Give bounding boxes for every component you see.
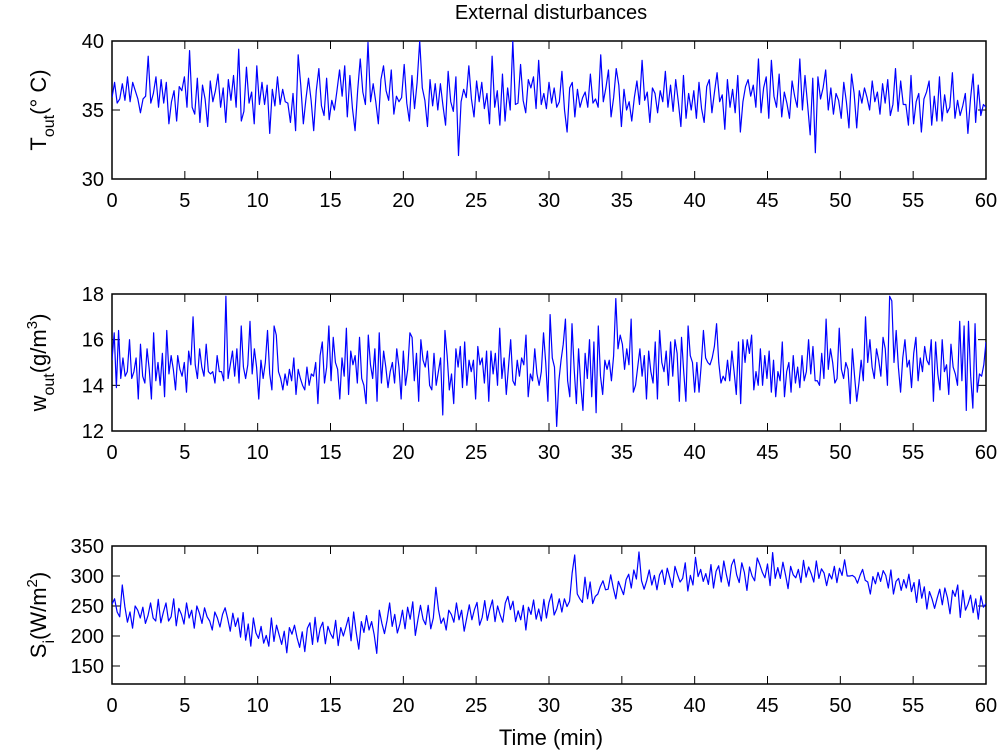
x-tick-label: 50 bbox=[829, 190, 851, 212]
y-tick-label: 350 bbox=[71, 536, 104, 558]
x-tick-label: 40 bbox=[684, 442, 706, 464]
x-tick-label: 0 bbox=[106, 695, 117, 717]
x-tick-label: 60 bbox=[975, 442, 997, 464]
y-tick-label: 35 bbox=[82, 100, 104, 122]
y-tick-label: 200 bbox=[71, 626, 104, 648]
series-line-s-i bbox=[112, 551, 986, 654]
series-line-w-out bbox=[112, 295, 986, 428]
x-tick-label: 50 bbox=[829, 442, 851, 464]
x-tick-label: 10 bbox=[247, 442, 269, 464]
x-tick-label: 5 bbox=[179, 190, 190, 212]
x-tick-label: 10 bbox=[247, 695, 269, 717]
x-tick-label: 30 bbox=[538, 695, 560, 717]
x-tick-label: 40 bbox=[684, 190, 706, 212]
x-tick-label: 55 bbox=[902, 442, 924, 464]
y-tick-label: 250 bbox=[71, 596, 104, 618]
x-tick-label: 25 bbox=[465, 190, 487, 212]
x-tick-label: 20 bbox=[392, 442, 414, 464]
x-tick-label: 20 bbox=[392, 190, 414, 212]
x-tick-label: 0 bbox=[106, 442, 117, 464]
x-tick-label: 40 bbox=[684, 695, 706, 717]
panel-s-i: 0 5 10 15 20 25 30 35 40 45 50 55 60 150 200 250 300 350 S… bbox=[24, 536, 997, 717]
x-tick-label: 45 bbox=[756, 442, 778, 464]
panel-t-out: 0 5 10 15 20 25 30 35 40 45 50 55 60 30 35 40 Tout(° C) bbox=[26, 31, 997, 212]
figure-title: External disturbances bbox=[455, 2, 647, 24]
x-tick-label: 35 bbox=[611, 695, 633, 717]
x-axis-label: Time (min) bbox=[499, 725, 603, 750]
y-axis-label: Si(W/m2) bbox=[24, 572, 58, 658]
y-tick-label: 12 bbox=[82, 421, 104, 443]
y-tick-label: 14 bbox=[82, 375, 104, 397]
y-axis-label: wout(g/m3) bbox=[24, 314, 58, 413]
x-tick-label: 15 bbox=[319, 442, 341, 464]
panel-w-out: 0 5 10 15 20 25 30 35 40 45 50 55 60 12 14 16 18 wout(g/m… bbox=[24, 284, 997, 464]
x-tick-label: 15 bbox=[319, 190, 341, 212]
y-tick-label: 16 bbox=[82, 330, 104, 352]
x-tick-label: 30 bbox=[538, 190, 560, 212]
x-tick-label: 50 bbox=[829, 695, 851, 717]
x-tick-label: 30 bbox=[538, 442, 560, 464]
y-axis-label: Tout(° C) bbox=[26, 69, 58, 150]
x-tick-label: 25 bbox=[465, 695, 487, 717]
y-tick-label: 300 bbox=[71, 566, 104, 588]
x-tick-label: 45 bbox=[756, 695, 778, 717]
x-tick-label: 20 bbox=[392, 695, 414, 717]
x-tick-label: 55 bbox=[902, 190, 924, 212]
x-tick-label: 35 bbox=[611, 190, 633, 212]
series-line-t-out bbox=[112, 41, 986, 157]
x-tick-label: 60 bbox=[975, 190, 997, 212]
y-tick-label: 150 bbox=[71, 656, 104, 678]
x-tick-label: 15 bbox=[319, 695, 341, 717]
x-tick-label: 5 bbox=[179, 695, 190, 717]
x-tick-label: 10 bbox=[247, 190, 269, 212]
y-tick-label: 18 bbox=[82, 284, 104, 306]
x-tick-label: 60 bbox=[975, 695, 997, 717]
y-tick-label: 40 bbox=[82, 31, 104, 53]
x-tick-label: 35 bbox=[611, 442, 633, 464]
x-tick-label: 25 bbox=[465, 442, 487, 464]
x-tick-label: 55 bbox=[902, 695, 924, 717]
y-tick-label: 30 bbox=[82, 169, 104, 191]
x-tick-label: 45 bbox=[756, 190, 778, 212]
x-tick-label: 5 bbox=[179, 442, 190, 464]
x-tick-label: 0 bbox=[106, 190, 117, 212]
